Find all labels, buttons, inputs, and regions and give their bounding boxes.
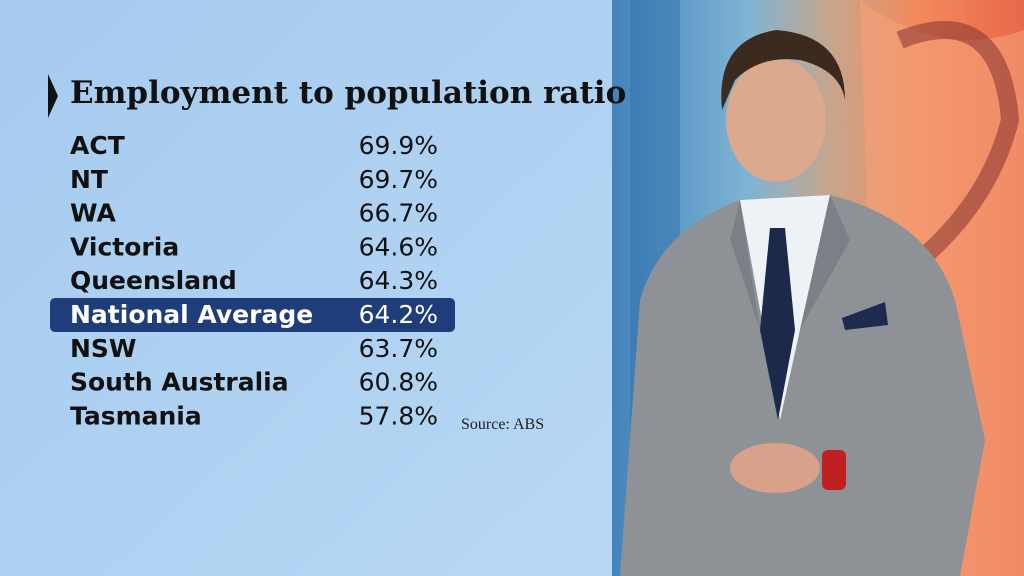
row-value: 69.7% xyxy=(359,165,438,194)
row-value: 60.8% xyxy=(359,368,438,397)
table: ACT 69.9% NT 69.7% WA 66.7% Victoria 64.6% Queen… xyxy=(50,131,455,430)
row-value: 64.2% xyxy=(359,300,438,329)
row-label: ACT xyxy=(70,131,125,160)
row-value: 69.9% xyxy=(359,131,438,160)
graphic-panel xyxy=(0,0,612,576)
background-pattern xyxy=(896,21,1020,267)
row-label: NT xyxy=(70,165,108,194)
row-value: 64.3% xyxy=(359,266,438,295)
presenter xyxy=(620,30,985,576)
row-label: Queensland xyxy=(70,266,237,295)
row-label: NSW xyxy=(70,334,137,363)
row-label: WA xyxy=(70,199,116,228)
row-label: Victoria xyxy=(70,232,179,261)
title: Employment to population ratio xyxy=(70,75,626,111)
highlight-bar xyxy=(50,298,455,332)
row-label: South Australia xyxy=(70,368,289,397)
row-label: National Average xyxy=(70,300,313,329)
title-marker xyxy=(48,74,58,118)
row-value: 57.8% xyxy=(359,401,438,430)
row-value: 66.7% xyxy=(359,199,438,228)
row-value: 64.6% xyxy=(359,232,438,261)
row-label: Tasmania xyxy=(70,401,202,430)
source: Source: ABS xyxy=(461,416,544,433)
row-value: 63.7% xyxy=(359,334,438,363)
